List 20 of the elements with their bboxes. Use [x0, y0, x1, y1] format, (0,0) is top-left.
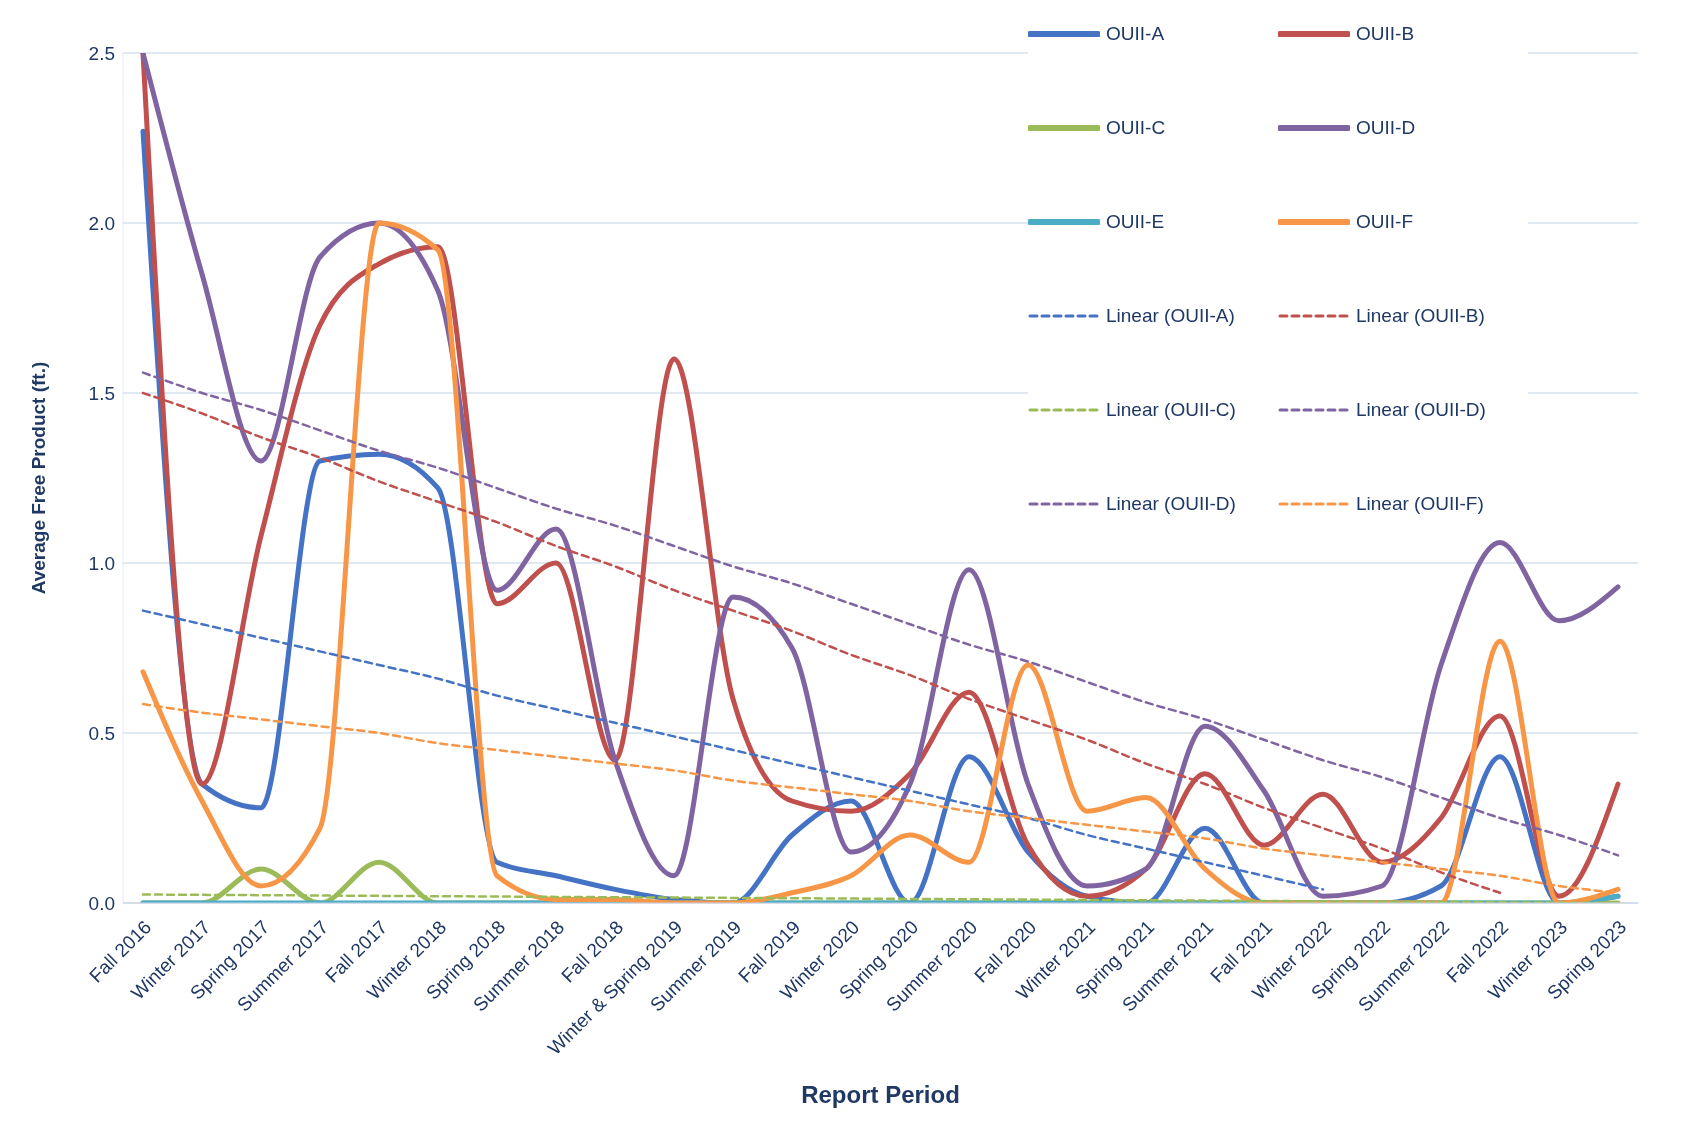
legend-label: OUII-C — [1106, 117, 1166, 139]
legend-label: OUII-E — [1106, 211, 1165, 233]
x-axis-title: Report Period — [801, 1081, 960, 1108]
legend-label: Linear (OUII-B) — [1356, 305, 1485, 327]
legend-label: OUII-B — [1356, 23, 1415, 45]
y-axis-title: Average Free Product (ft.) — [27, 361, 49, 595]
y-tick-label: 2.0 — [88, 212, 115, 234]
y-tick-label: 1.0 — [88, 552, 115, 574]
legend-label: OUII-A — [1106, 23, 1165, 45]
y-tick-label: 0.0 — [88, 892, 115, 914]
legend-label: OUII-D — [1356, 117, 1416, 139]
legend-label: Linear (OUII-A) — [1106, 305, 1235, 327]
legend-label: Linear (OUII-F) — [1356, 493, 1484, 515]
y-tick-label: 2.5 — [88, 42, 115, 64]
y-tick-label: 0.5 — [88, 722, 115, 744]
legend-label: Linear (OUII-D) — [1106, 493, 1236, 515]
legend-label: Linear (OUII-C) — [1106, 399, 1236, 421]
legend-label: Linear (OUII-D) — [1356, 399, 1486, 421]
legend-label: OUII-F — [1356, 211, 1413, 233]
y-tick-label: 1.5 — [88, 382, 115, 404]
